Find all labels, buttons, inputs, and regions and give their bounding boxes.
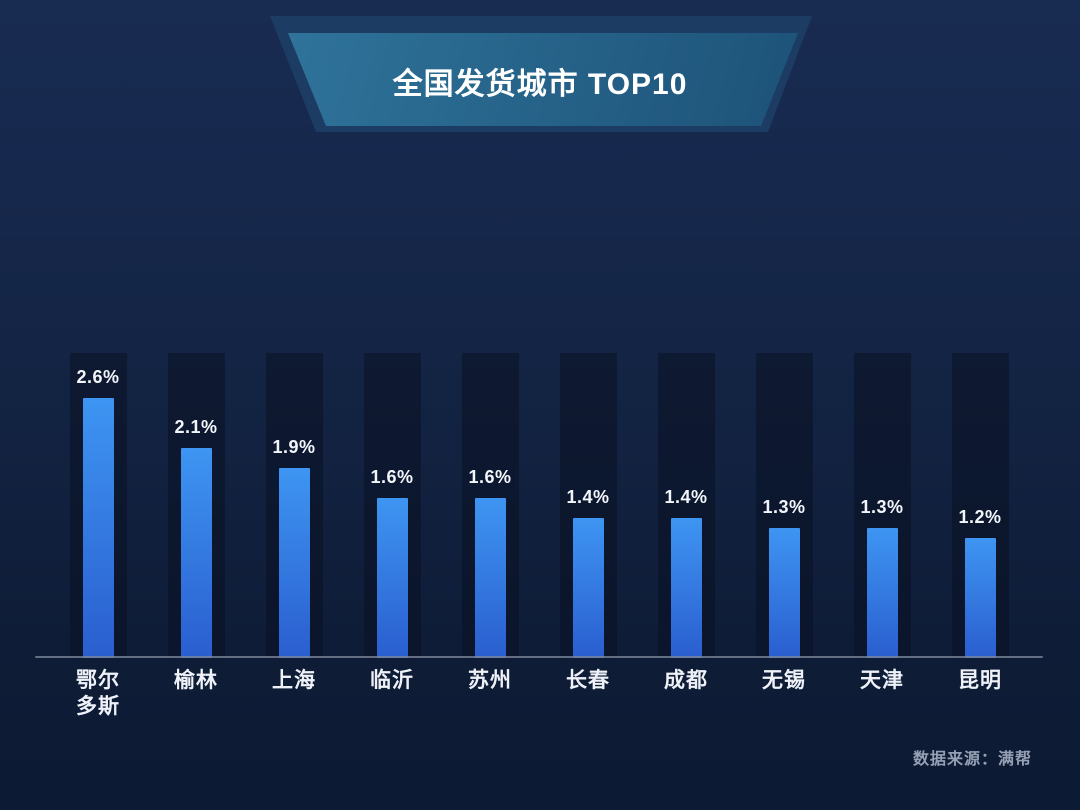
bar: [474, 498, 506, 658]
bar-value-label: 1.3%: [762, 497, 806, 517]
bar: [866, 528, 898, 658]
bar-category-label: 鄂尔多斯: [76, 669, 120, 718]
bar: [278, 468, 310, 658]
bar-category-label: 上海: [272, 669, 316, 692]
bar-value-label: 1.3%: [860, 497, 904, 517]
bar-value-label: 1.4%: [566, 487, 610, 507]
banner-shape: [288, 33, 798, 126]
bar-value-label: 1.6%: [468, 467, 512, 487]
bar-value-label: 1.6%: [370, 467, 414, 487]
bar: [670, 518, 702, 658]
bar: [964, 538, 996, 658]
bar-value-label: 1.4%: [664, 487, 708, 507]
bar: [572, 518, 604, 658]
bar-category-label: 榆林: [174, 669, 218, 692]
bar-value-label: 1.2%: [958, 507, 1002, 527]
bar-category-label: 无锡: [762, 669, 806, 692]
bar-category-label: 长春: [566, 669, 610, 692]
chart-title: 全国发货城市 TOP10: [392, 68, 688, 101]
bar-category-label: 昆明: [958, 669, 1002, 692]
bar: [82, 398, 114, 658]
bar-value-label: 1.9%: [272, 437, 316, 457]
bar: [180, 448, 212, 658]
bar-value-label: 2.6%: [76, 367, 120, 387]
bar-category-label: 临沂: [370, 669, 414, 692]
bar-category-label: 成都: [664, 669, 708, 692]
bar: [768, 528, 800, 658]
x-axis-line: [35, 656, 1043, 658]
bar: [376, 498, 408, 658]
bar-category-label: 苏州: [468, 669, 512, 692]
bar-category-label: 天津: [860, 669, 904, 692]
bar-value-label: 2.1%: [174, 417, 218, 437]
data-source-label: 数据来源：满帮: [912, 751, 1032, 768]
